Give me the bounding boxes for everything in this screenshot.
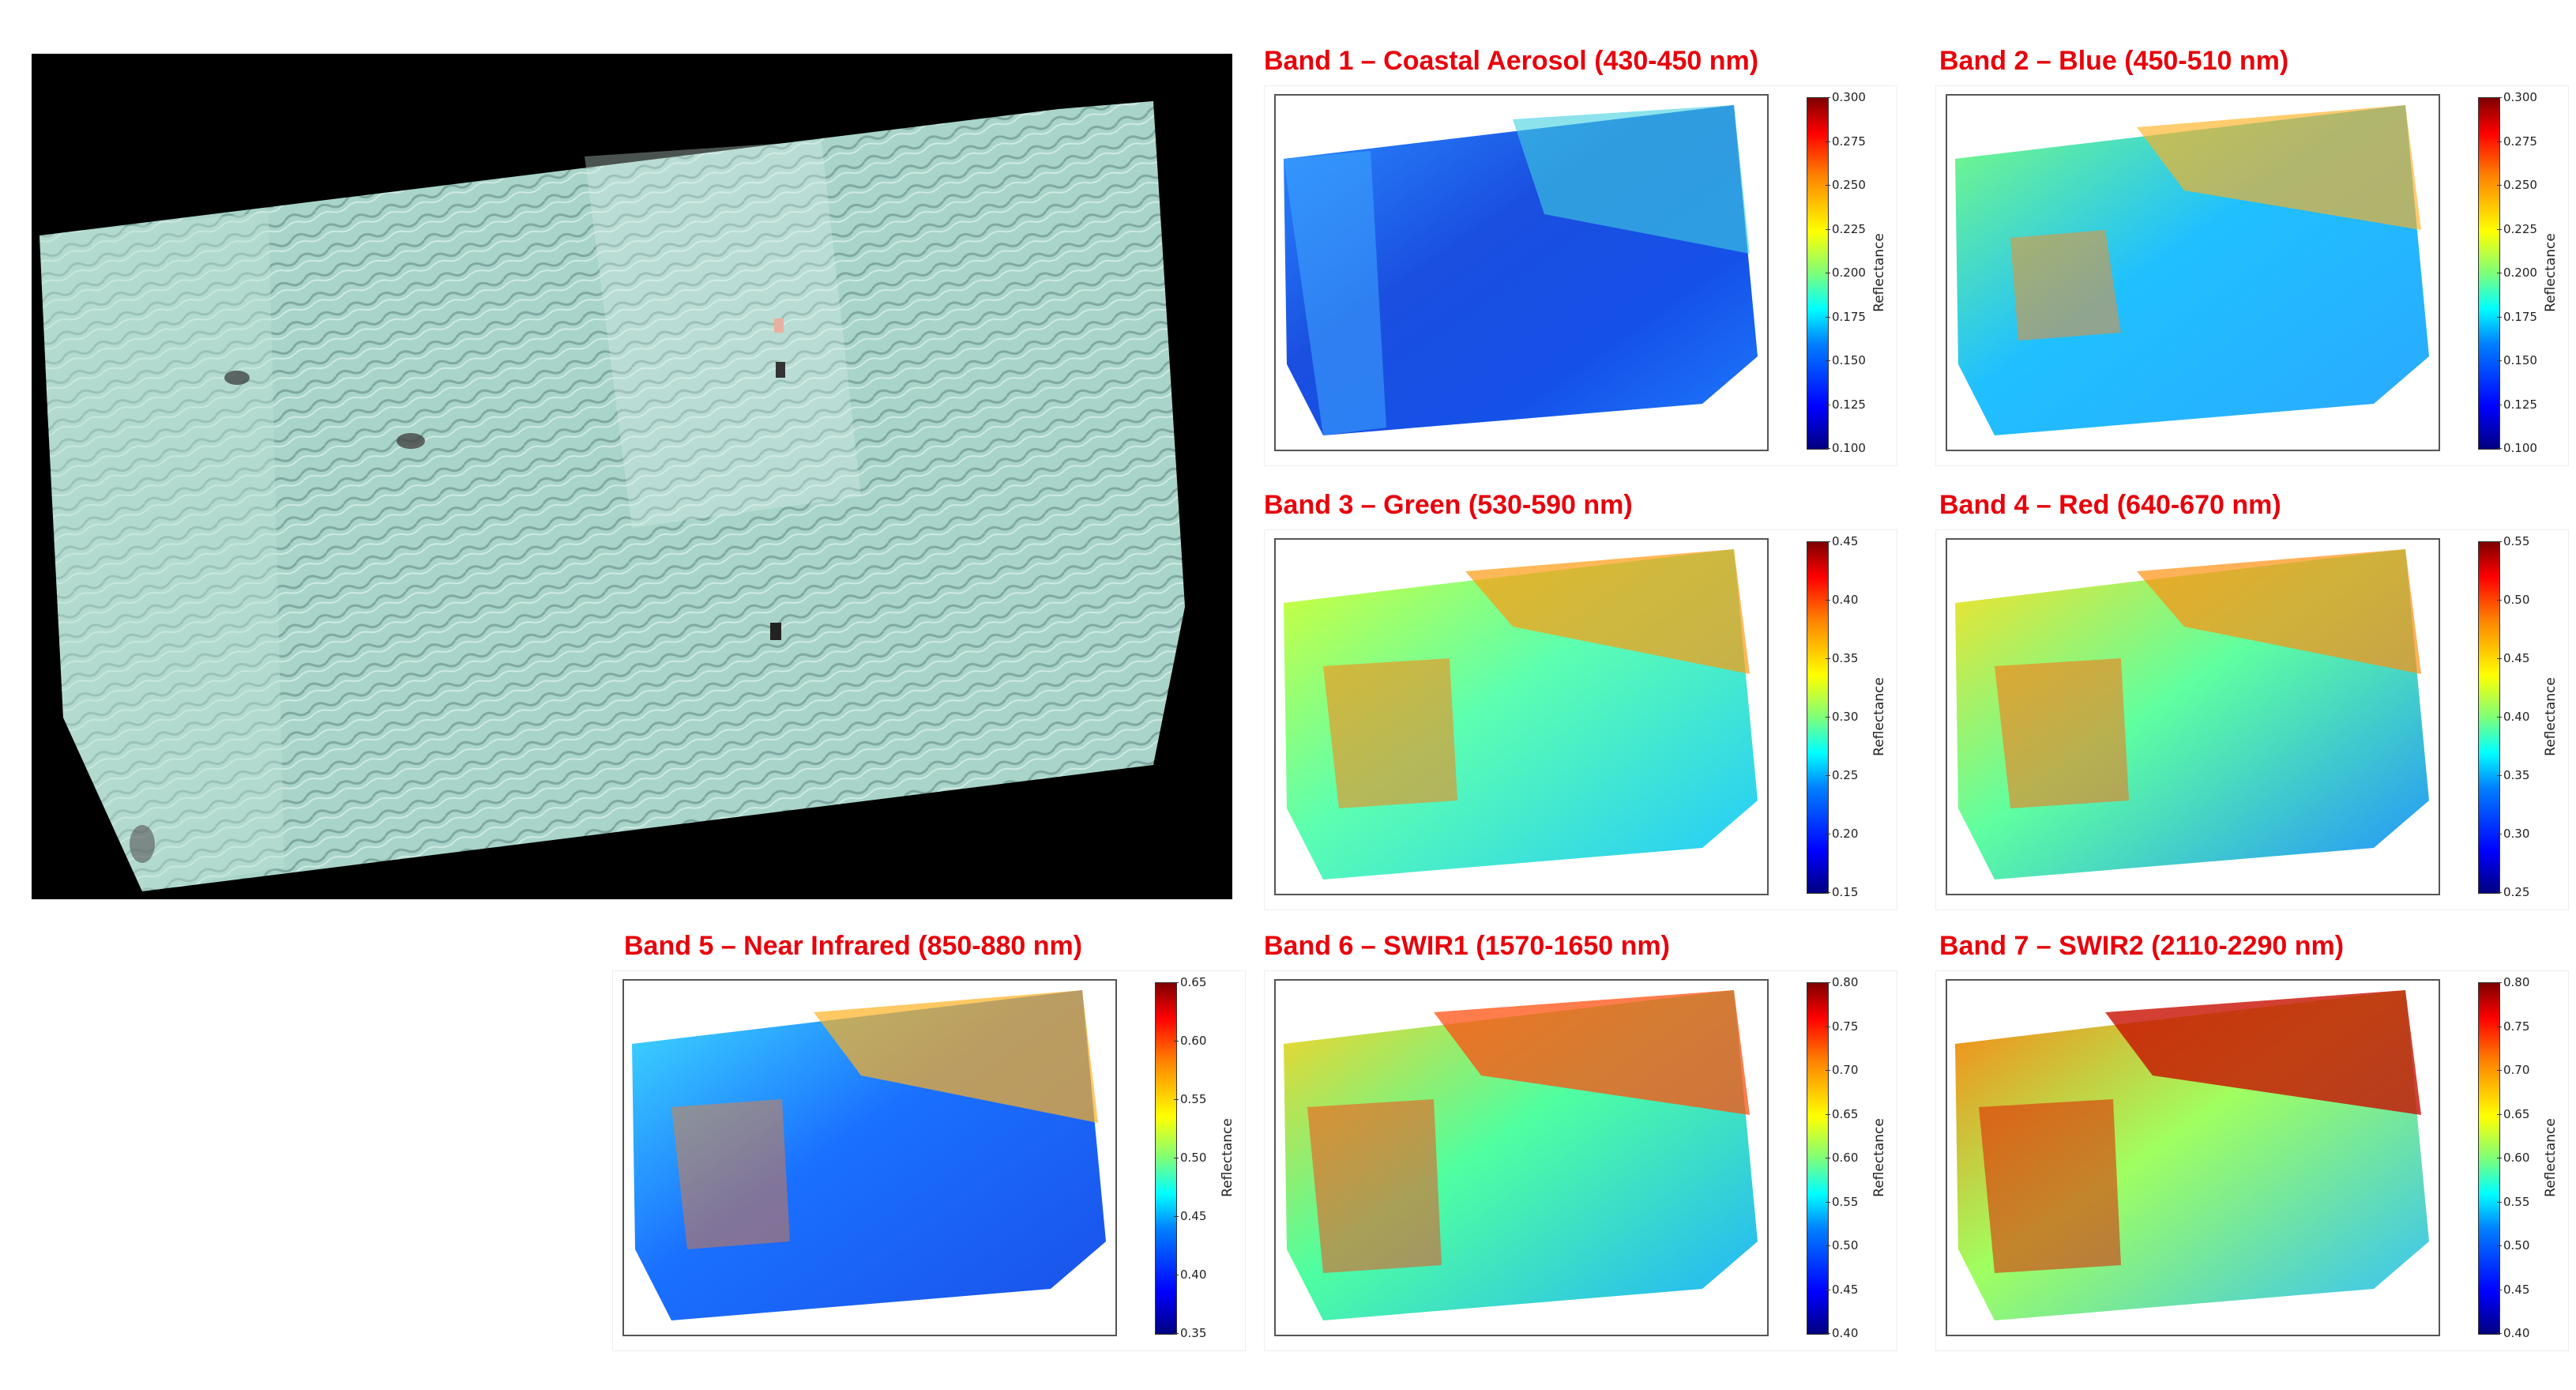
colorbar-tick-label: 0.35 — [1825, 651, 1859, 665]
colorbar-tick-label: 0.65 — [1825, 1106, 1859, 1121]
colorbar-tick-label: 0.55 — [1173, 1092, 1207, 1106]
band-1-image — [1274, 94, 1769, 451]
colorbar-tick-label: 0.50 — [2496, 593, 2530, 607]
colorbar-tick-label: 0.175 — [1826, 309, 1866, 324]
colorbar-tick-label: 0.75 — [1825, 1019, 1859, 1034]
colorbar-tick-label: 0.25 — [2496, 885, 2530, 899]
colorbar-tick-label: 0.60 — [1173, 1034, 1207, 1048]
colorbar-tick-label: 0.150 — [1826, 353, 1866, 367]
band-3-title: Band 3 – Green (530-590 nm) — [1264, 490, 1633, 520]
colorbar-tick-label: 0.175 — [2497, 309, 2537, 324]
colorbar-tick-label: 0.30 — [1825, 710, 1859, 724]
colorbar-tick-label: 0.250 — [1826, 178, 1866, 192]
colorbar-tick-label: 0.100 — [2497, 441, 2537, 455]
band-6-colorbar — [1807, 982, 1829, 1335]
band-3-image — [1274, 538, 1769, 895]
band-2-colorbar — [2478, 97, 2500, 450]
band-3-panel: 0.45 0.40 0.35 0.30 0.25 0.20 0.15 Reflectance — [1264, 529, 1897, 910]
colorbar-tick-label: 0.80 — [2496, 975, 2530, 989]
band-6-colorbar-label: Reflectance — [1871, 1118, 1887, 1197]
colorbar-tick-label: 0.35 — [2496, 768, 2530, 782]
band-6-title: Band 6 – SWIR1 (1570-1650 nm) — [1264, 931, 1670, 961]
colorbar-tick-label: 0.60 — [2496, 1151, 2530, 1165]
band-4-image — [1946, 538, 2440, 895]
band-7-panel: 0.80 0.75 0.70 0.65 0.60 0.55 0.50 0.45 0.40 Ref… — [1935, 970, 2569, 1351]
band-4-colorbar — [2478, 541, 2500, 894]
band-5-colorbar — [1155, 982, 1177, 1335]
colorbar-tick-label: 0.200 — [1826, 266, 1866, 280]
colorbar-tick-label: 0.55 — [1825, 1194, 1859, 1209]
colorbar-tick-label: 0.35 — [1173, 1326, 1207, 1340]
colorbar-tick-label: 0.70 — [2496, 1063, 2530, 1077]
colorbar-tick-label: 0.40 — [1825, 1326, 1859, 1340]
rgb-mosaic-image — [32, 54, 1232, 899]
colorbar-tick-label: 0.275 — [1826, 134, 1866, 149]
colorbar-tick-label: 0.80 — [1825, 975, 1859, 989]
band-3-colorbar-label: Reflectance — [1871, 677, 1887, 756]
colorbar-tick-label: 0.45 — [1825, 534, 1859, 548]
band-7-colorbar — [2478, 982, 2500, 1335]
band-2-title: Band 2 – Blue (450-510 nm) — [1939, 46, 2289, 76]
band-4-panel: 0.55 0.50 0.45 0.40 0.35 0.30 0.25 Reflectance — [1935, 529, 2569, 910]
colorbar-tick-label: 0.55 — [2496, 1194, 2530, 1209]
band-2-panel: 0.300 0.275 0.250 0.225 0.200 0.175 0.150 0.125… — [1935, 85, 2569, 466]
colorbar-tick-label: 0.250 — [2497, 178, 2537, 192]
band-6-panel: 0.80 0.75 0.70 0.65 0.60 0.55 0.50 0.45 0.40 Ref… — [1264, 970, 1897, 1351]
colorbar-tick-label: 0.40 — [2496, 710, 2530, 724]
colorbar-tick-label: 0.50 — [1825, 1238, 1859, 1253]
band-7-title: Band 7 – SWIR2 (2110-2290 nm) — [1939, 931, 2345, 961]
colorbar-tick-label: 0.125 — [1826, 397, 1866, 412]
colorbar-tick-label: 0.40 — [1825, 593, 1859, 607]
colorbar-tick-label: 0.65 — [2496, 1106, 2530, 1121]
colorbar-tick-label: 0.100 — [1826, 441, 1866, 455]
colorbar-tick-label: 0.70 — [1825, 1063, 1859, 1077]
band-5-colorbar-label: Reflectance — [1220, 1118, 1235, 1197]
band-1-title: Band 1 – Coastal Aerosol (430-450 nm) — [1264, 46, 1759, 76]
colorbar-tick-label: 0.50 — [1173, 1151, 1207, 1165]
colorbar-tick-label: 0.20 — [1825, 827, 1859, 841]
colorbar-tick-label: 0.45 — [1173, 1209, 1207, 1223]
band-4-colorbar-label: Reflectance — [2543, 677, 2559, 756]
colorbar-tick-label: 0.55 — [2496, 534, 2530, 548]
band-6-image — [1274, 979, 1769, 1336]
band-4-title: Band 4 – Red (640-670 nm) — [1939, 490, 2281, 520]
colorbar-tick-label: 0.40 — [2496, 1326, 2530, 1340]
band-5-panel: 0.65 0.60 0.55 0.50 0.45 0.40 0.35 Reflectance — [612, 970, 1246, 1351]
colorbar-tick-label: 0.40 — [1173, 1268, 1207, 1282]
colorbar-tick-label: 0.150 — [2497, 353, 2537, 367]
colorbar-tick-label: 0.60 — [1825, 1151, 1859, 1165]
colorbar-tick-label: 0.200 — [2497, 266, 2537, 280]
band-7-colorbar-label: Reflectance — [2543, 1118, 2559, 1197]
colorbar-tick-label: 0.225 — [2497, 221, 2537, 236]
band-3-colorbar — [1807, 541, 1829, 894]
colorbar-tick-label: 0.45 — [2496, 651, 2530, 665]
colorbar-tick-label: 0.225 — [1826, 221, 1866, 236]
band-1-panel: 0.300 0.275 0.250 0.225 0.200 0.175 0.150 0.125… — [1264, 85, 1897, 466]
band-7-image — [1946, 979, 2440, 1336]
band-2-image — [1946, 94, 2440, 451]
band-2-colorbar-label: Reflectance — [2543, 233, 2559, 312]
band-5-title: Band 5 – Near Infrared (850-880 nm) — [624, 931, 1083, 961]
colorbar-tick-label: 0.65 — [1173, 975, 1207, 989]
colorbar-tick-label: 0.45 — [2496, 1282, 2530, 1297]
colorbar-tick-label: 0.50 — [2496, 1238, 2530, 1253]
colorbar-tick-label: 0.15 — [1825, 885, 1859, 899]
colorbar-tick-label: 0.75 — [2496, 1019, 2530, 1034]
band-5-image — [622, 979, 1117, 1336]
colorbar-tick-label: 0.30 — [2496, 827, 2530, 841]
band-1-colorbar-label: Reflectance — [1871, 233, 1887, 312]
colorbar-tick-label: 0.25 — [1825, 768, 1859, 782]
colorbar-tick-label: 0.125 — [2497, 397, 2537, 412]
colorbar-tick-label: 0.275 — [2497, 134, 2537, 149]
colorbar-tick-label: 0.300 — [1826, 90, 1866, 104]
colorbar-tick-label: 0.45 — [1825, 1282, 1859, 1297]
band-1-colorbar — [1807, 97, 1829, 450]
colorbar-tick-label: 0.300 — [2497, 90, 2537, 104]
